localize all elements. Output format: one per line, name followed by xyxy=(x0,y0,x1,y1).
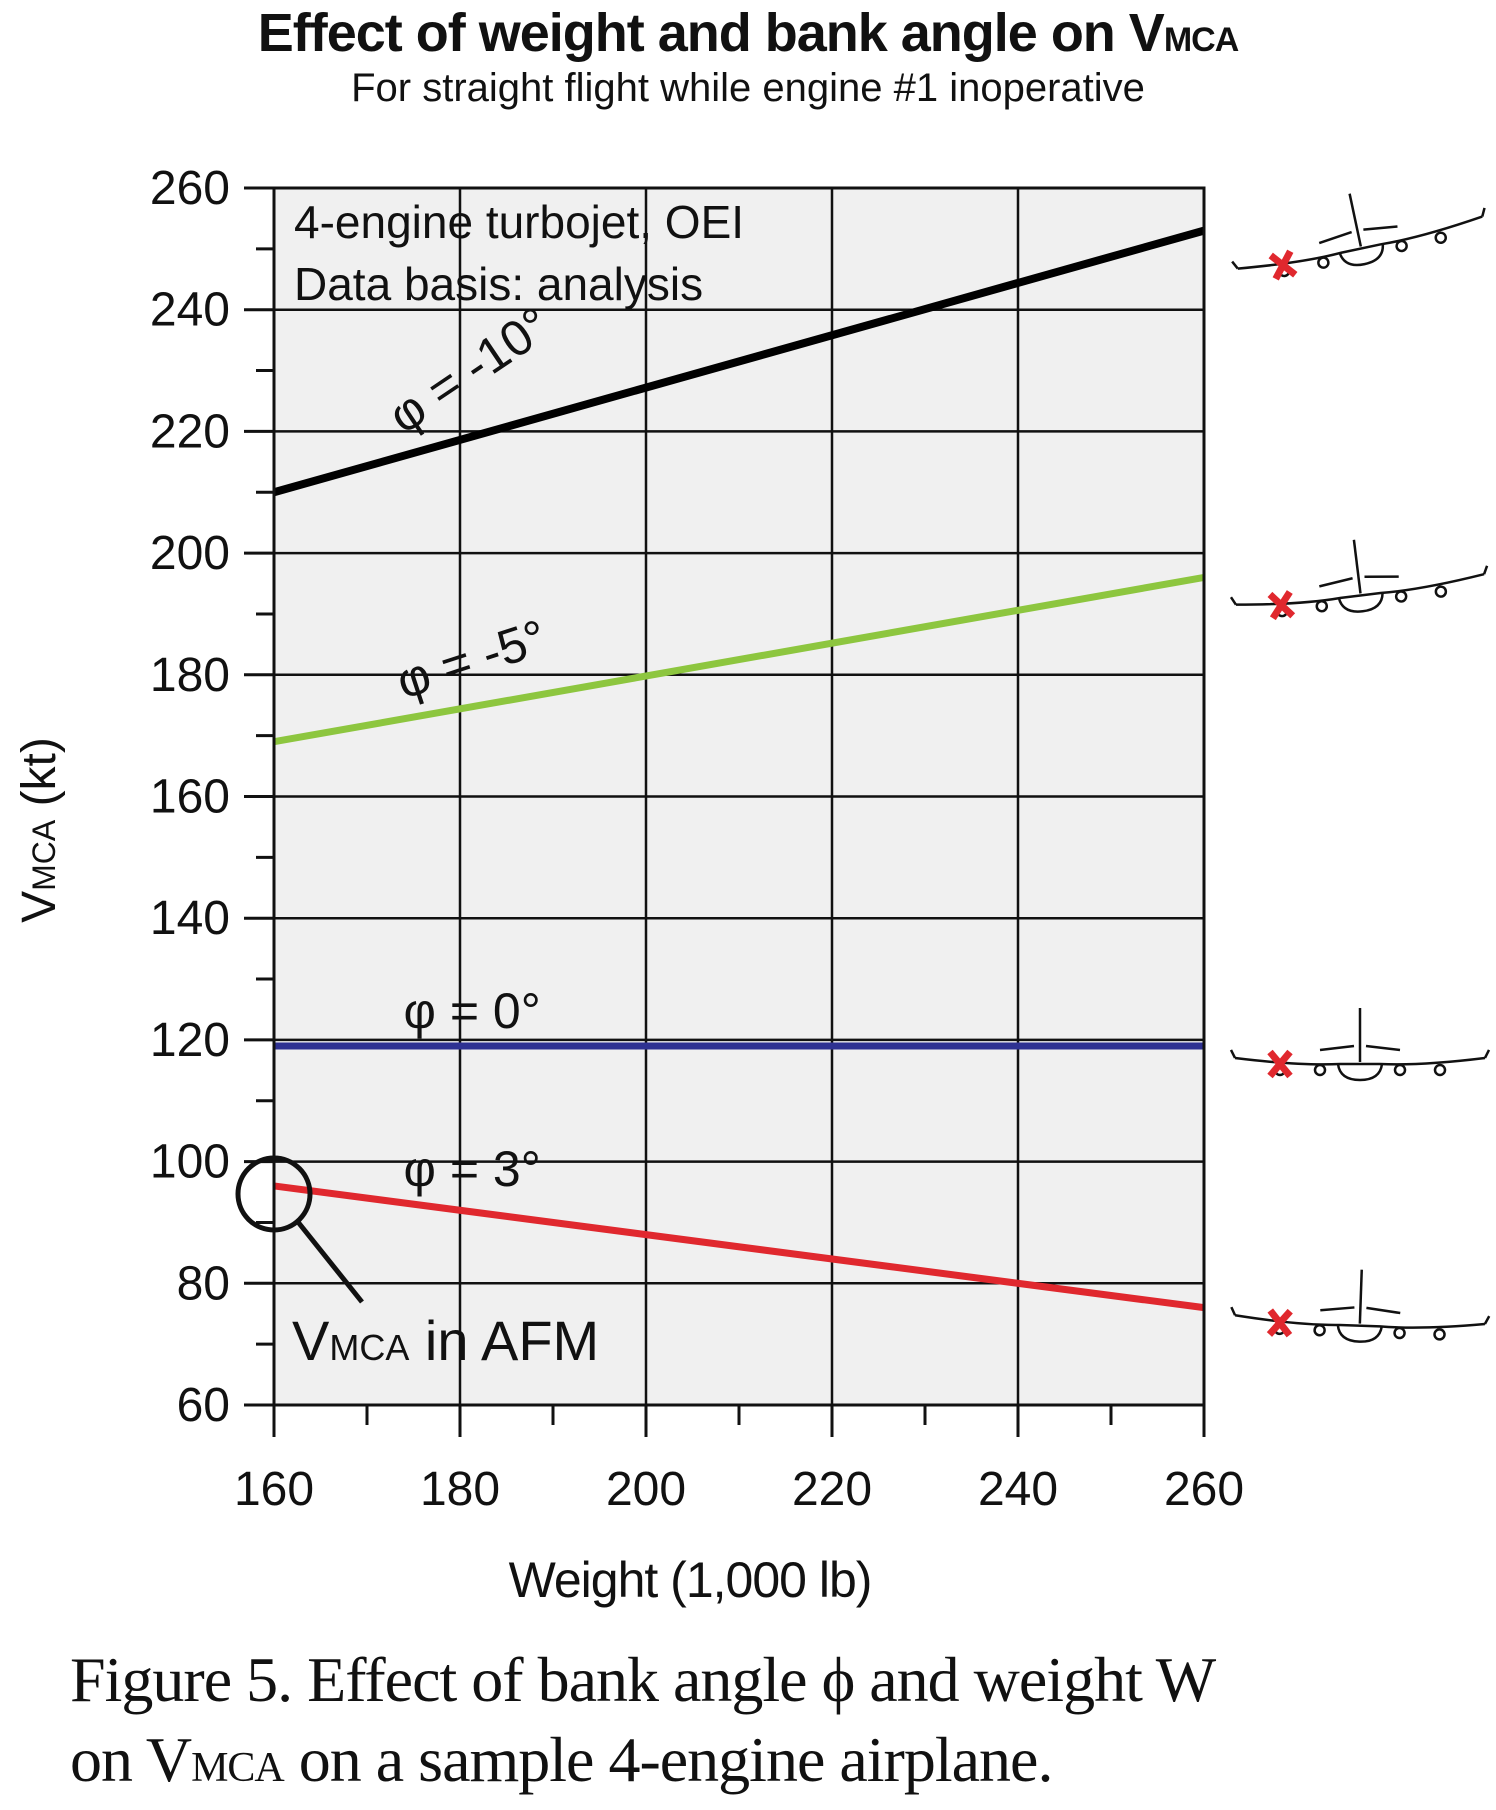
airplane-fuselage xyxy=(1336,1063,1384,1082)
x-stroke xyxy=(1269,590,1293,621)
x-tick-label: 160 xyxy=(234,1463,314,1516)
y-tick-label: 60 xyxy=(177,1379,230,1432)
x-tick-label: 260 xyxy=(1164,1463,1244,1516)
y-tick-label: 100 xyxy=(150,1136,230,1189)
y-tick-label: 200 xyxy=(150,527,230,580)
airplane-wingtips xyxy=(1230,1306,1491,1325)
airplane-icon xyxy=(1229,1007,1491,1082)
chart-title-subscript: MCA xyxy=(1163,21,1239,59)
y-tick-label: 220 xyxy=(150,405,230,458)
plot-frame xyxy=(272,186,1206,1407)
inoperative-engine-x-icon xyxy=(1267,590,1296,621)
y-tick-label: 180 xyxy=(150,649,230,702)
airplane-engine xyxy=(1393,1063,1407,1077)
afm-label: VMCA in AFM xyxy=(292,1309,599,1372)
airplane-fuselage xyxy=(1336,1324,1384,1343)
x-tick-label: 200 xyxy=(606,1463,686,1516)
airplane-wing xyxy=(1235,572,1485,606)
x-tick-label: 220 xyxy=(792,1463,872,1516)
series-line xyxy=(272,226,1206,497)
airplane-wing xyxy=(1234,1314,1486,1329)
x-tick-label: 180 xyxy=(420,1463,500,1516)
y-tick-label: 80 xyxy=(177,1257,230,1310)
y-tick-label: 240 xyxy=(150,284,230,337)
x-tick-labels: 160 180 200 220 240 260 xyxy=(234,1463,1244,1516)
airplane-engine xyxy=(1395,239,1408,253)
x-stroke xyxy=(1267,1049,1293,1079)
airplane-stabilizer xyxy=(1319,575,1399,588)
y-tick-label: 140 xyxy=(150,892,230,945)
airplane-icon xyxy=(1231,193,1486,281)
airplane-tail-fin xyxy=(1352,539,1362,594)
chart-title-text: Effect of weight and bank angle on V xyxy=(257,3,1165,63)
y-tick-label: 160 xyxy=(150,771,230,824)
airplane-icon xyxy=(1229,539,1489,621)
afm-annotation: VMCA in AFM xyxy=(235,1155,599,1372)
y-tick-labels: 60 80 100 120 140 160 180 200 220 240 260 xyxy=(150,162,230,1432)
figure-caption: Figure 5. Effect of bank angle ϕ and wei… xyxy=(70,1640,1216,1808)
afm-circle xyxy=(235,1155,313,1233)
chart-subtitle: For straight flight while engine #1 inop… xyxy=(351,66,1145,110)
info-text-line1: 4-engine turbojet, OEI xyxy=(294,196,744,248)
airplane-stabilizer xyxy=(1319,1044,1401,1052)
caption-line1: Figure 5. Effect of bank angle ϕ and wei… xyxy=(70,1644,1216,1715)
airplane-engine xyxy=(1434,585,1448,598)
airplane-engine xyxy=(1313,1323,1326,1337)
airplane-wing xyxy=(1237,215,1483,270)
airplane-engine xyxy=(1313,1063,1327,1077)
series-line xyxy=(273,573,1205,746)
airplane-icons xyxy=(1229,193,1491,1343)
x-stroke xyxy=(1272,249,1294,281)
series-line xyxy=(273,1182,1205,1312)
airplane-fuselage xyxy=(1338,243,1385,267)
chart: φ = -10°φ = -5°φ = 0°φ = 3° 4-engine tur… xyxy=(13,162,1491,1608)
chart-title: Effect of weight and bank angle on VMCA xyxy=(0,2,1496,64)
airplane-stabilizer xyxy=(1320,1306,1401,1315)
airplane-wing xyxy=(1234,1056,1486,1066)
series-label: φ = 0° xyxy=(404,983,541,1039)
grid xyxy=(274,188,1204,1405)
series-label: φ = 3° xyxy=(404,1141,541,1197)
y-tick-label: 260 xyxy=(150,162,230,215)
inoperative-engine-x-icon xyxy=(1268,249,1298,281)
airplane-stabilizer xyxy=(1318,225,1398,245)
airplane-engine xyxy=(1394,590,1408,603)
afm-leader-line xyxy=(296,1220,364,1304)
airplane-wingtips xyxy=(1229,1049,1491,1059)
airplane-engine xyxy=(1315,599,1329,613)
airplane-tail-fin xyxy=(1358,1269,1363,1324)
caption-line2: on VMCA on a sample 4-engine airplane. xyxy=(70,1724,1053,1795)
airplane-wingtips xyxy=(1231,207,1486,270)
info-text-line2: Data basis: analysis xyxy=(294,258,703,310)
airplane-engine xyxy=(1434,231,1447,244)
airplane-engine xyxy=(1317,256,1330,269)
airplane-icon xyxy=(1230,1269,1491,1343)
airplane-engine xyxy=(1393,1326,1406,1340)
inoperative-engine-x-icon xyxy=(1266,1308,1293,1338)
y-axis-label: VMCA (kt) xyxy=(13,737,66,923)
inoperative-engine-x-icon xyxy=(1267,1049,1293,1079)
airplane-engine xyxy=(1433,1328,1446,1341)
series-group xyxy=(272,226,1206,1312)
axis-ticks xyxy=(244,186,1206,1437)
x-stroke xyxy=(1266,1308,1293,1337)
airplane-wingtips xyxy=(1229,565,1489,606)
x-tick-label: 240 xyxy=(978,1463,1058,1516)
airplane-fuselage xyxy=(1337,592,1384,613)
airplane-engine xyxy=(1433,1063,1447,1077)
y-tick-label: 120 xyxy=(150,1014,230,1067)
x-axis-label: Weight (1,000 lb) xyxy=(509,1552,872,1608)
airplane-tail-fin xyxy=(1348,193,1363,247)
